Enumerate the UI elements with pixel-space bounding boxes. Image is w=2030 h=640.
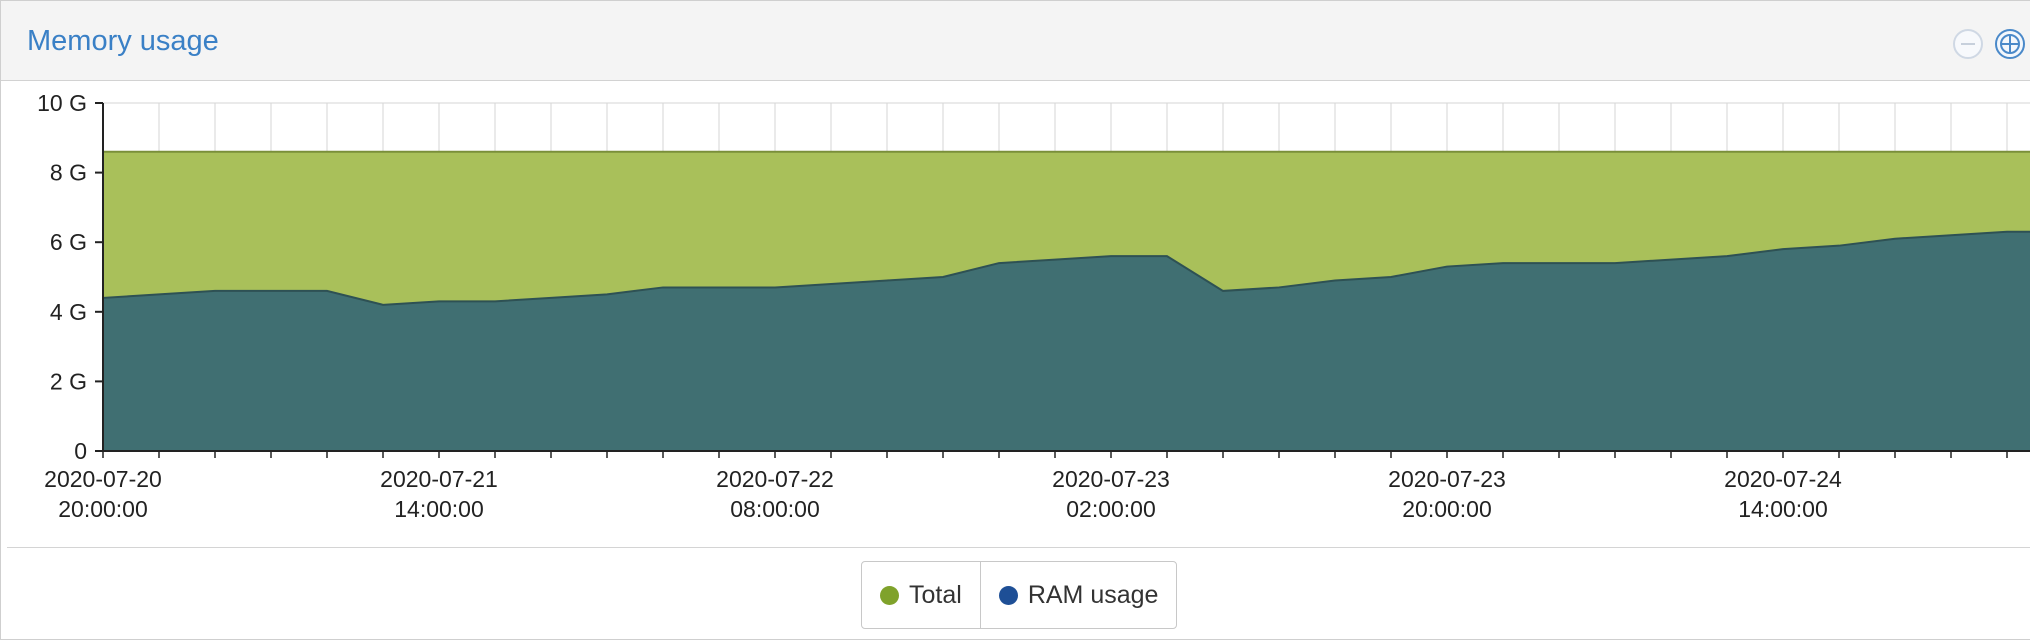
y-tick-label: 2 G	[50, 368, 87, 394]
legend-label-total: Total	[909, 580, 962, 609]
chart-separator	[7, 547, 2030, 548]
axes: 0 2 G 4 G 6 G 8 G 10 G 2020-07-20 20:00:00 2020-…	[37, 90, 2030, 522]
x-tick-label: 2020-07-20 20:00:00	[44, 466, 162, 522]
panel-header: Memory usage	[1, 1, 2030, 81]
y-tick-label: 4 G	[50, 299, 87, 325]
legend-dot-ram-usage	[998, 585, 1018, 605]
y-tick-label: 0	[74, 438, 87, 464]
ram-usage-area	[102, 230, 2030, 452]
legend-label-ram-usage: RAM usage	[1027, 580, 1159, 609]
collapse-icon[interactable]	[1953, 29, 1983, 59]
legend: Total RAM usage	[861, 561, 1178, 629]
y-tick-label: 8 G	[50, 160, 87, 186]
y-tick-label: 10 G	[37, 90, 87, 116]
memory-area-chart: 0 2 G 4 G 6 G 8 G 10 G 2020-07-20 20:00:00 2020-…	[37, 90, 2030, 522]
settings-icon[interactable]	[1995, 29, 2025, 59]
x-tick-label: 2020-07-23 02:00:00	[1052, 466, 1170, 522]
legend-item-total[interactable]: Total	[862, 562, 980, 628]
legend-item-ram-usage[interactable]: RAM usage	[979, 562, 1177, 628]
x-tick-label: 2020-07-22 08:00:00	[716, 466, 834, 522]
x-tick-label: 2020-07-23 20:00:00	[1388, 466, 1506, 522]
x-tick-label: 2020-07-24 14:00:00	[1724, 466, 1842, 522]
y-tick-label: 6 G	[50, 229, 87, 255]
panel-title: Memory usage	[27, 25, 219, 57]
x-tick-label: 2020-07-21 14:00:00	[380, 466, 498, 522]
legend-dot-total	[880, 585, 899, 605]
